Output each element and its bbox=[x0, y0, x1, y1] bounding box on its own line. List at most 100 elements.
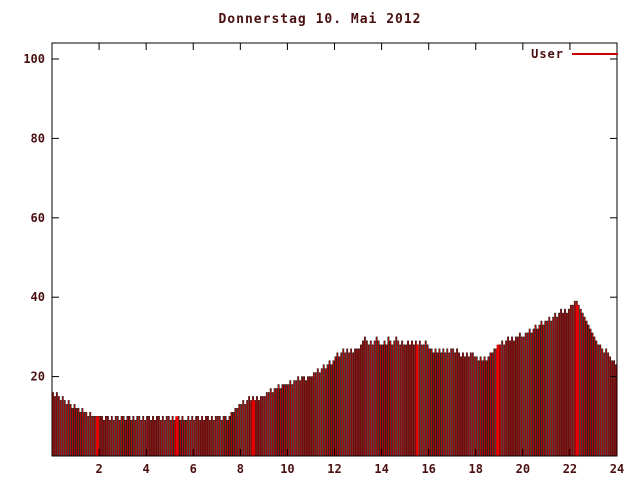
bar bbox=[522, 336, 525, 457]
bar bbox=[601, 348, 604, 457]
bar bbox=[301, 376, 304, 457]
bar bbox=[381, 344, 384, 457]
bar bbox=[532, 328, 535, 457]
bar bbox=[585, 320, 588, 457]
y-tick-label: 20 bbox=[31, 370, 45, 384]
bar bbox=[81, 408, 84, 457]
bar bbox=[303, 376, 305, 457]
bar bbox=[261, 396, 264, 457]
bar bbox=[477, 360, 480, 457]
bar bbox=[589, 328, 592, 457]
bar bbox=[475, 356, 478, 457]
bar bbox=[528, 328, 531, 457]
bar-emphasis bbox=[175, 416, 179, 456]
bar bbox=[157, 416, 160, 457]
bar bbox=[326, 364, 329, 457]
bar bbox=[446, 348, 449, 457]
bar bbox=[273, 388, 276, 457]
bar bbox=[191, 416, 194, 457]
bar bbox=[307, 376, 309, 457]
bar bbox=[118, 419, 121, 457]
bar bbox=[546, 320, 549, 457]
bar bbox=[75, 408, 78, 457]
bar bbox=[365, 340, 368, 457]
bar bbox=[471, 352, 474, 457]
bar bbox=[436, 352, 439, 457]
bar bbox=[104, 416, 107, 457]
bar bbox=[232, 412, 235, 457]
bar bbox=[397, 340, 400, 457]
bar bbox=[465, 352, 468, 457]
bar bbox=[179, 419, 182, 457]
bar bbox=[173, 419, 176, 457]
bar bbox=[358, 348, 360, 457]
bar bbox=[79, 412, 82, 457]
bar bbox=[487, 356, 490, 457]
bar bbox=[267, 392, 270, 457]
bar bbox=[132, 416, 135, 457]
bar bbox=[373, 340, 376, 457]
bar bbox=[156, 416, 158, 457]
bar bbox=[148, 416, 151, 457]
bar bbox=[356, 348, 358, 457]
bar bbox=[391, 344, 394, 457]
bar bbox=[493, 348, 496, 457]
bar bbox=[250, 400, 253, 457]
bar bbox=[361, 340, 364, 457]
bar bbox=[320, 368, 323, 457]
bar bbox=[428, 348, 431, 457]
bar bbox=[203, 419, 205, 457]
bar bbox=[613, 360, 615, 457]
bar bbox=[63, 400, 66, 457]
bar bbox=[314, 372, 317, 457]
bar bbox=[558, 312, 561, 457]
bar bbox=[462, 352, 464, 457]
bar bbox=[258, 400, 260, 457]
bar bbox=[407, 340, 409, 457]
bar bbox=[438, 348, 441, 457]
legend: User bbox=[470, 47, 618, 61]
bar bbox=[244, 404, 247, 457]
bar bbox=[91, 416, 94, 457]
bar bbox=[609, 356, 612, 457]
bar bbox=[448, 352, 451, 457]
bar bbox=[526, 332, 529, 457]
bar bbox=[518, 332, 521, 457]
bar bbox=[230, 412, 233, 457]
bar bbox=[560, 308, 562, 457]
bar bbox=[385, 344, 388, 457]
bar bbox=[469, 352, 472, 457]
bar bbox=[336, 352, 339, 457]
bar bbox=[256, 396, 258, 457]
bar bbox=[420, 344, 423, 457]
bar bbox=[181, 416, 184, 457]
bar bbox=[279, 388, 282, 457]
bar bbox=[516, 336, 519, 457]
bar bbox=[363, 336, 366, 457]
chart-title: Donnerstag 10. Mai 2012 bbox=[218, 12, 422, 27]
bar bbox=[310, 376, 313, 457]
bar bbox=[71, 408, 74, 457]
bar bbox=[430, 348, 433, 457]
bar bbox=[569, 304, 572, 457]
bar bbox=[383, 340, 386, 457]
bar bbox=[69, 404, 72, 457]
bar bbox=[554, 312, 557, 457]
bar bbox=[454, 352, 457, 457]
bar bbox=[171, 416, 174, 457]
bar bbox=[530, 332, 533, 457]
bar bbox=[108, 419, 111, 457]
bar bbox=[65, 404, 68, 457]
x-tick-label: 24 bbox=[610, 462, 624, 476]
bar bbox=[163, 419, 166, 457]
bar bbox=[389, 340, 392, 457]
bar bbox=[342, 348, 345, 457]
bar bbox=[236, 408, 239, 457]
bar bbox=[426, 344, 429, 457]
bar bbox=[409, 344, 411, 457]
bar bbox=[434, 348, 437, 457]
bar bbox=[263, 396, 266, 457]
bar bbox=[540, 320, 543, 457]
x-tick-label: 8 bbox=[237, 462, 244, 476]
